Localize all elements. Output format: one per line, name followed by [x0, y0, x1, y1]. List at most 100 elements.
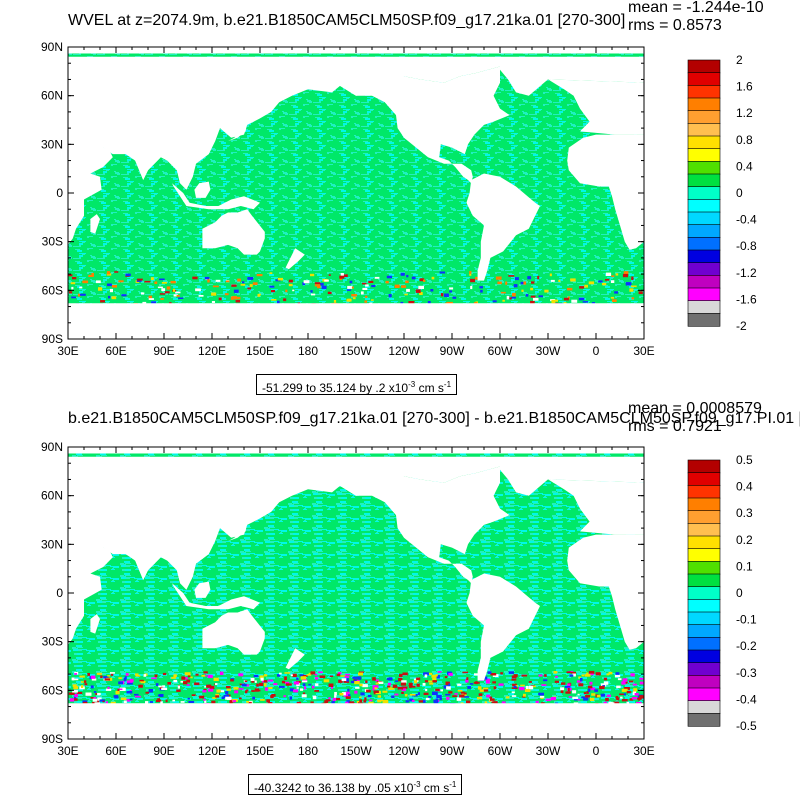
land-s-america [466, 173, 540, 281]
land-india-fill [128, 154, 161, 180]
southern-ocean-band [68, 670, 644, 710]
colorbar-label: -0.8 [736, 239, 757, 253]
stat-mean: mean = -1.244e-10 [628, 0, 764, 16]
land-madagascar [90, 614, 100, 634]
colorbar-swatch [687, 211, 721, 226]
colorbar-swatch [687, 573, 721, 588]
x-tick-label: 30E [633, 344, 654, 358]
x-tick-label: 150E [246, 344, 274, 358]
y-tick-label: 90S [42, 332, 63, 346]
colorbar: 0.5 0.4 0.3 0.2 0.1 0 -0.1 -0.2 -0.3 -0.4 -0.5 [687, 453, 757, 733]
colorbar-swatch [687, 472, 721, 486]
x-tick-label: 120E [198, 744, 226, 758]
colorbar-swatch [687, 300, 721, 314]
colorbar-swatch [687, 237, 721, 251]
stat-rms: rms = 0.7921 [628, 418, 722, 435]
map-field [68, 447, 644, 739]
panel-title: b.e21.B1850CAM5CLM50SP.f09_g17.21ka.01 [… [68, 410, 800, 427]
colorbar-label: 1.6 [736, 80, 753, 94]
range-unit: cm s [420, 781, 450, 795]
x-tick-label: 120W [388, 744, 420, 758]
x-tick-label: 30E [57, 744, 78, 758]
x-tick-label: 0 [593, 344, 600, 358]
y-tick-label: 0 [56, 186, 63, 200]
x-tick-label: 60E [105, 344, 126, 358]
colorbar-swatch [687, 624, 721, 638]
colorbar-label: -1.2 [736, 266, 757, 280]
x-tick-label: 30E [633, 744, 654, 758]
x-tick-label: 90W [440, 744, 465, 758]
colorbar-label: 0 [736, 186, 743, 200]
land-japan [228, 521, 248, 542]
land-nz [285, 248, 305, 270]
colorbar-swatch [687, 59, 721, 74]
x-tick-label: 30E [57, 344, 78, 358]
colorbar-label: 1.2 [736, 106, 753, 120]
colorbar-swatch [687, 97, 721, 112]
x-tick-label: 90E [153, 744, 174, 758]
colorbar-swatch [687, 497, 721, 512]
land-nz [285, 648, 305, 670]
land-australia [202, 209, 265, 255]
y-tick-label: 60S [42, 283, 63, 297]
land-africa-w [567, 134, 644, 250]
x-tick-label: 180 [298, 344, 318, 358]
map-plot: 30E 60E 90E 120E 150E 180 150W 120W 90W 60W 30W 0 30… [41, 440, 757, 758]
contour-range-label: -51.299 to 35.124 by .2 x10-3 cm s-1 [256, 374, 458, 395]
stat-mean: mean = 0.0008579 [628, 400, 762, 417]
colorbar-swatch [687, 523, 721, 537]
colorbar-label: -0.2 [736, 639, 757, 653]
map-field [68, 47, 644, 339]
x-tick-label: 180 [298, 744, 318, 758]
contour-range-label: -40.3242 to 36.138 by .05 x10-3 cm s-1 [248, 774, 463, 795]
range-unit-exp: -1 [443, 380, 452, 389]
x-tick-label: 90W [440, 344, 465, 358]
y-tick-label: 60N [41, 89, 63, 103]
y-tick-label: 0 [56, 586, 63, 600]
colorbar-swatch [687, 161, 721, 175]
colorbar-swatch [687, 713, 721, 727]
colorbar-label: 0.2 [736, 533, 753, 547]
colorbar-label: -0.4 [736, 213, 757, 227]
land-asia-africa [68, 56, 644, 245]
land-europe [548, 79, 644, 135]
x-tick-label: 90E [153, 344, 174, 358]
y-tick-label: 90S [42, 732, 63, 746]
land-s-america [466, 573, 540, 681]
colorbar-swatch [687, 548, 721, 562]
map-panel-top: WVEL at z=2074.9m, b.e21.B1850CAM5CLM50S… [41, 0, 764, 395]
colorbar-swatch [687, 262, 721, 276]
colorbar-label: 0.8 [736, 133, 753, 147]
x-tick-label: 30W [536, 344, 561, 358]
panel-title: WVEL at z=2074.9m, b.e21.B1850CAM5CLM50S… [68, 12, 626, 29]
y-tick-label: 30N [41, 137, 63, 151]
colorbar-label: -0.5 [736, 719, 757, 733]
range-exp: -3 [413, 780, 421, 789]
colorbar-swatch [687, 649, 721, 664]
land-borneo [194, 181, 211, 198]
map-plot: 30E 60E 90E 120E 150E 180 150W 120W 90W 60W 30W 0 30… [41, 40, 757, 358]
colorbar-label: 0.5 [736, 453, 753, 467]
stats-box: mean = -1.244e-10 rms = 0.8573 [628, 0, 764, 35]
colorbar-swatch [687, 287, 721, 302]
range-unit: cm s [415, 381, 444, 395]
colorbar-label: -2 [736, 319, 747, 333]
colorbar-label: -1.6 [736, 292, 757, 306]
colorbar-swatch [687, 173, 721, 188]
colorbar-swatch [687, 535, 721, 550]
x-tick-label: 60E [105, 744, 126, 758]
x-tick-label: 150W [340, 744, 372, 758]
land-japan [228, 121, 248, 142]
land-antarctica [68, 303, 644, 339]
colorbar-label: 0.4 [736, 159, 753, 173]
colorbar-label: -0.4 [736, 692, 757, 706]
land-n-america [332, 466, 510, 584]
colorbar-swatch [687, 586, 721, 600]
colorbar-swatch [687, 123, 721, 137]
colorbar-swatch [687, 72, 721, 86]
stats-box: mean = 0.0008579 rms = 0.7921 [628, 400, 762, 436]
x-tick-label: 0 [593, 744, 600, 758]
y-tick-label: 90N [41, 40, 63, 54]
colorbar-swatch [687, 313, 721, 327]
range-text: -40.3242 to 36.138 by .05 x10 [254, 781, 414, 795]
